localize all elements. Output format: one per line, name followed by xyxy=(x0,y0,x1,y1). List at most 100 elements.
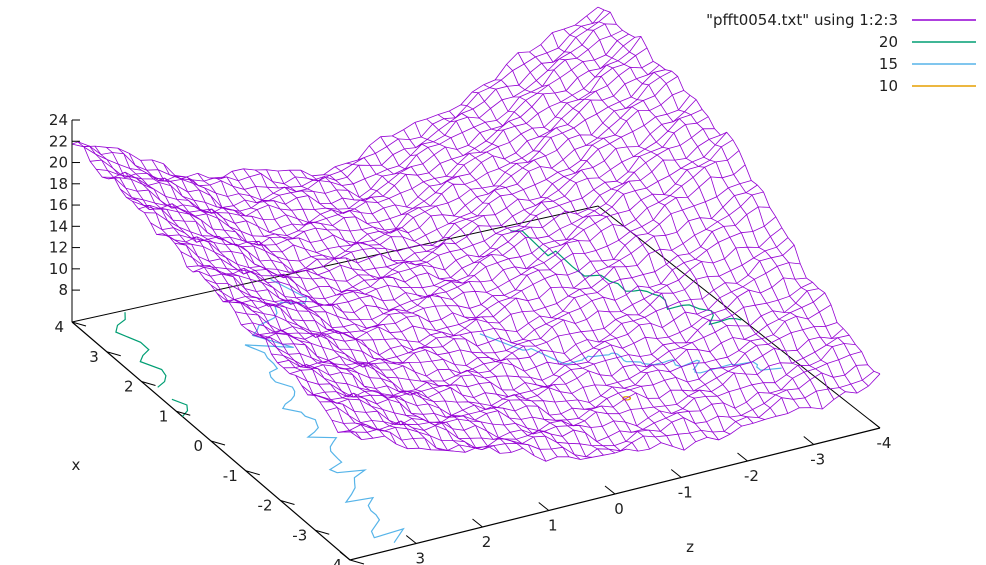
contour-line-20 xyxy=(115,312,167,388)
depth-tick xyxy=(604,485,616,495)
depth-tick xyxy=(405,535,417,544)
z-tick-label: 24 xyxy=(49,111,68,129)
base-frame-back xyxy=(71,205,881,429)
surface-line-x xyxy=(162,95,691,273)
surface-line-y xyxy=(163,163,443,451)
surface-line-y xyxy=(106,146,385,437)
legend-label: 10 xyxy=(879,77,898,95)
x-tick-label: 3 xyxy=(89,348,99,366)
surface-line-y xyxy=(254,169,535,456)
z-tick-label: 14 xyxy=(49,217,68,235)
surface-line-y xyxy=(529,51,812,408)
surface-line-y xyxy=(506,64,789,414)
depth-tick-label: 1 xyxy=(548,517,558,535)
surface-line-x xyxy=(186,128,715,300)
surface-line-y xyxy=(186,176,466,453)
surface-line-y xyxy=(140,160,420,449)
x-tick xyxy=(315,529,330,535)
z-tick-label: 16 xyxy=(49,196,68,214)
depth-tick xyxy=(869,419,881,429)
z-tick-label: 12 xyxy=(49,239,68,257)
surface-line-x xyxy=(132,64,660,246)
depth-tick-label: 0 xyxy=(614,500,624,518)
surface-line-x xyxy=(126,61,654,237)
x-tick-label: -3 xyxy=(292,526,307,544)
surface-line-x xyxy=(198,132,727,306)
legend-label: 15 xyxy=(879,55,898,73)
surface-line-y xyxy=(311,175,593,458)
surface-line-x xyxy=(138,69,666,246)
depth-tick-label: -1 xyxy=(678,484,693,502)
depth-tick xyxy=(538,502,550,511)
x-tick xyxy=(106,351,121,357)
depth-tick-label: 3 xyxy=(415,550,425,565)
depth-tick xyxy=(670,469,682,478)
surface-line-y xyxy=(209,177,489,451)
surface-line-y xyxy=(83,145,362,440)
surface-line-y xyxy=(460,104,742,427)
depth-tick-label: -4 xyxy=(877,434,892,452)
z-axis: 8 10 12 14 16 18 20 22 24 xyxy=(49,111,80,322)
z-tick-label: 20 xyxy=(49,154,68,172)
x-tick-label: 0 xyxy=(193,437,203,455)
surface-line-x xyxy=(71,6,599,180)
surface-line-y xyxy=(243,168,524,449)
depth-tick-label: -3 xyxy=(810,451,825,469)
surface-line-y xyxy=(197,173,477,448)
surface-line-y xyxy=(151,159,432,450)
z-tick-label: 18 xyxy=(49,175,68,193)
depth-tick-label: 2 xyxy=(482,533,492,551)
surface-line-x xyxy=(180,116,709,293)
x-tick xyxy=(280,500,295,505)
x-tick-label: 2 xyxy=(124,378,134,396)
surface-line-x xyxy=(90,23,617,201)
z-tick-label: 22 xyxy=(49,132,68,150)
depth-tick-label: -2 xyxy=(744,467,759,485)
surface-line-x xyxy=(174,109,703,282)
x-tick-label: -2 xyxy=(258,497,273,515)
depth-tick xyxy=(803,436,815,445)
surface-line-x xyxy=(168,99,697,279)
x-tick-label: 1 xyxy=(159,407,169,425)
surface-line-y xyxy=(94,145,374,439)
x-tick xyxy=(71,321,87,327)
surface-line-y xyxy=(289,169,570,458)
surface-line-y xyxy=(71,141,351,433)
surface-line-x xyxy=(331,351,862,442)
surface-line-y xyxy=(117,147,397,445)
z-tick-label: 10 xyxy=(49,260,68,278)
x-axis: 4 3 2 1 0 -1 -2 -3 -4 x xyxy=(54,318,365,565)
contour-lines xyxy=(115,230,782,544)
x-tick-label: -4 xyxy=(327,556,342,565)
contour-line-20 xyxy=(510,230,742,326)
depth-tick xyxy=(339,551,351,561)
x-tick xyxy=(349,559,365,565)
x-axis-label: x xyxy=(72,456,81,474)
surface-line-y xyxy=(323,174,604,456)
x-tick xyxy=(245,470,260,476)
surface-line-x xyxy=(102,33,629,212)
legend-label: 20 xyxy=(879,33,898,51)
surface-line-x xyxy=(108,36,636,217)
surface-line-x xyxy=(144,70,672,254)
surface-mesh xyxy=(71,6,881,462)
surface-line-x xyxy=(204,139,734,313)
z-tick-label: 8 xyxy=(58,281,68,299)
x-tick-label: -1 xyxy=(223,467,238,485)
surface-line-y xyxy=(334,166,616,454)
contour-line-15 xyxy=(244,278,405,544)
depth-tick xyxy=(472,518,483,528)
x-tick-label: 4 xyxy=(54,318,64,336)
surface-line-x xyxy=(83,11,611,190)
surface-line-x xyxy=(156,90,684,273)
surface-line-y xyxy=(586,15,869,387)
surface-line-x xyxy=(77,9,605,185)
x-tick xyxy=(141,381,156,386)
surface-line-y xyxy=(277,170,558,458)
surface-line-y xyxy=(231,171,512,453)
x-tick xyxy=(176,410,191,416)
x-tick xyxy=(210,440,226,446)
legend-label: "pfft0054.txt" using 1:2:3 xyxy=(706,11,898,29)
